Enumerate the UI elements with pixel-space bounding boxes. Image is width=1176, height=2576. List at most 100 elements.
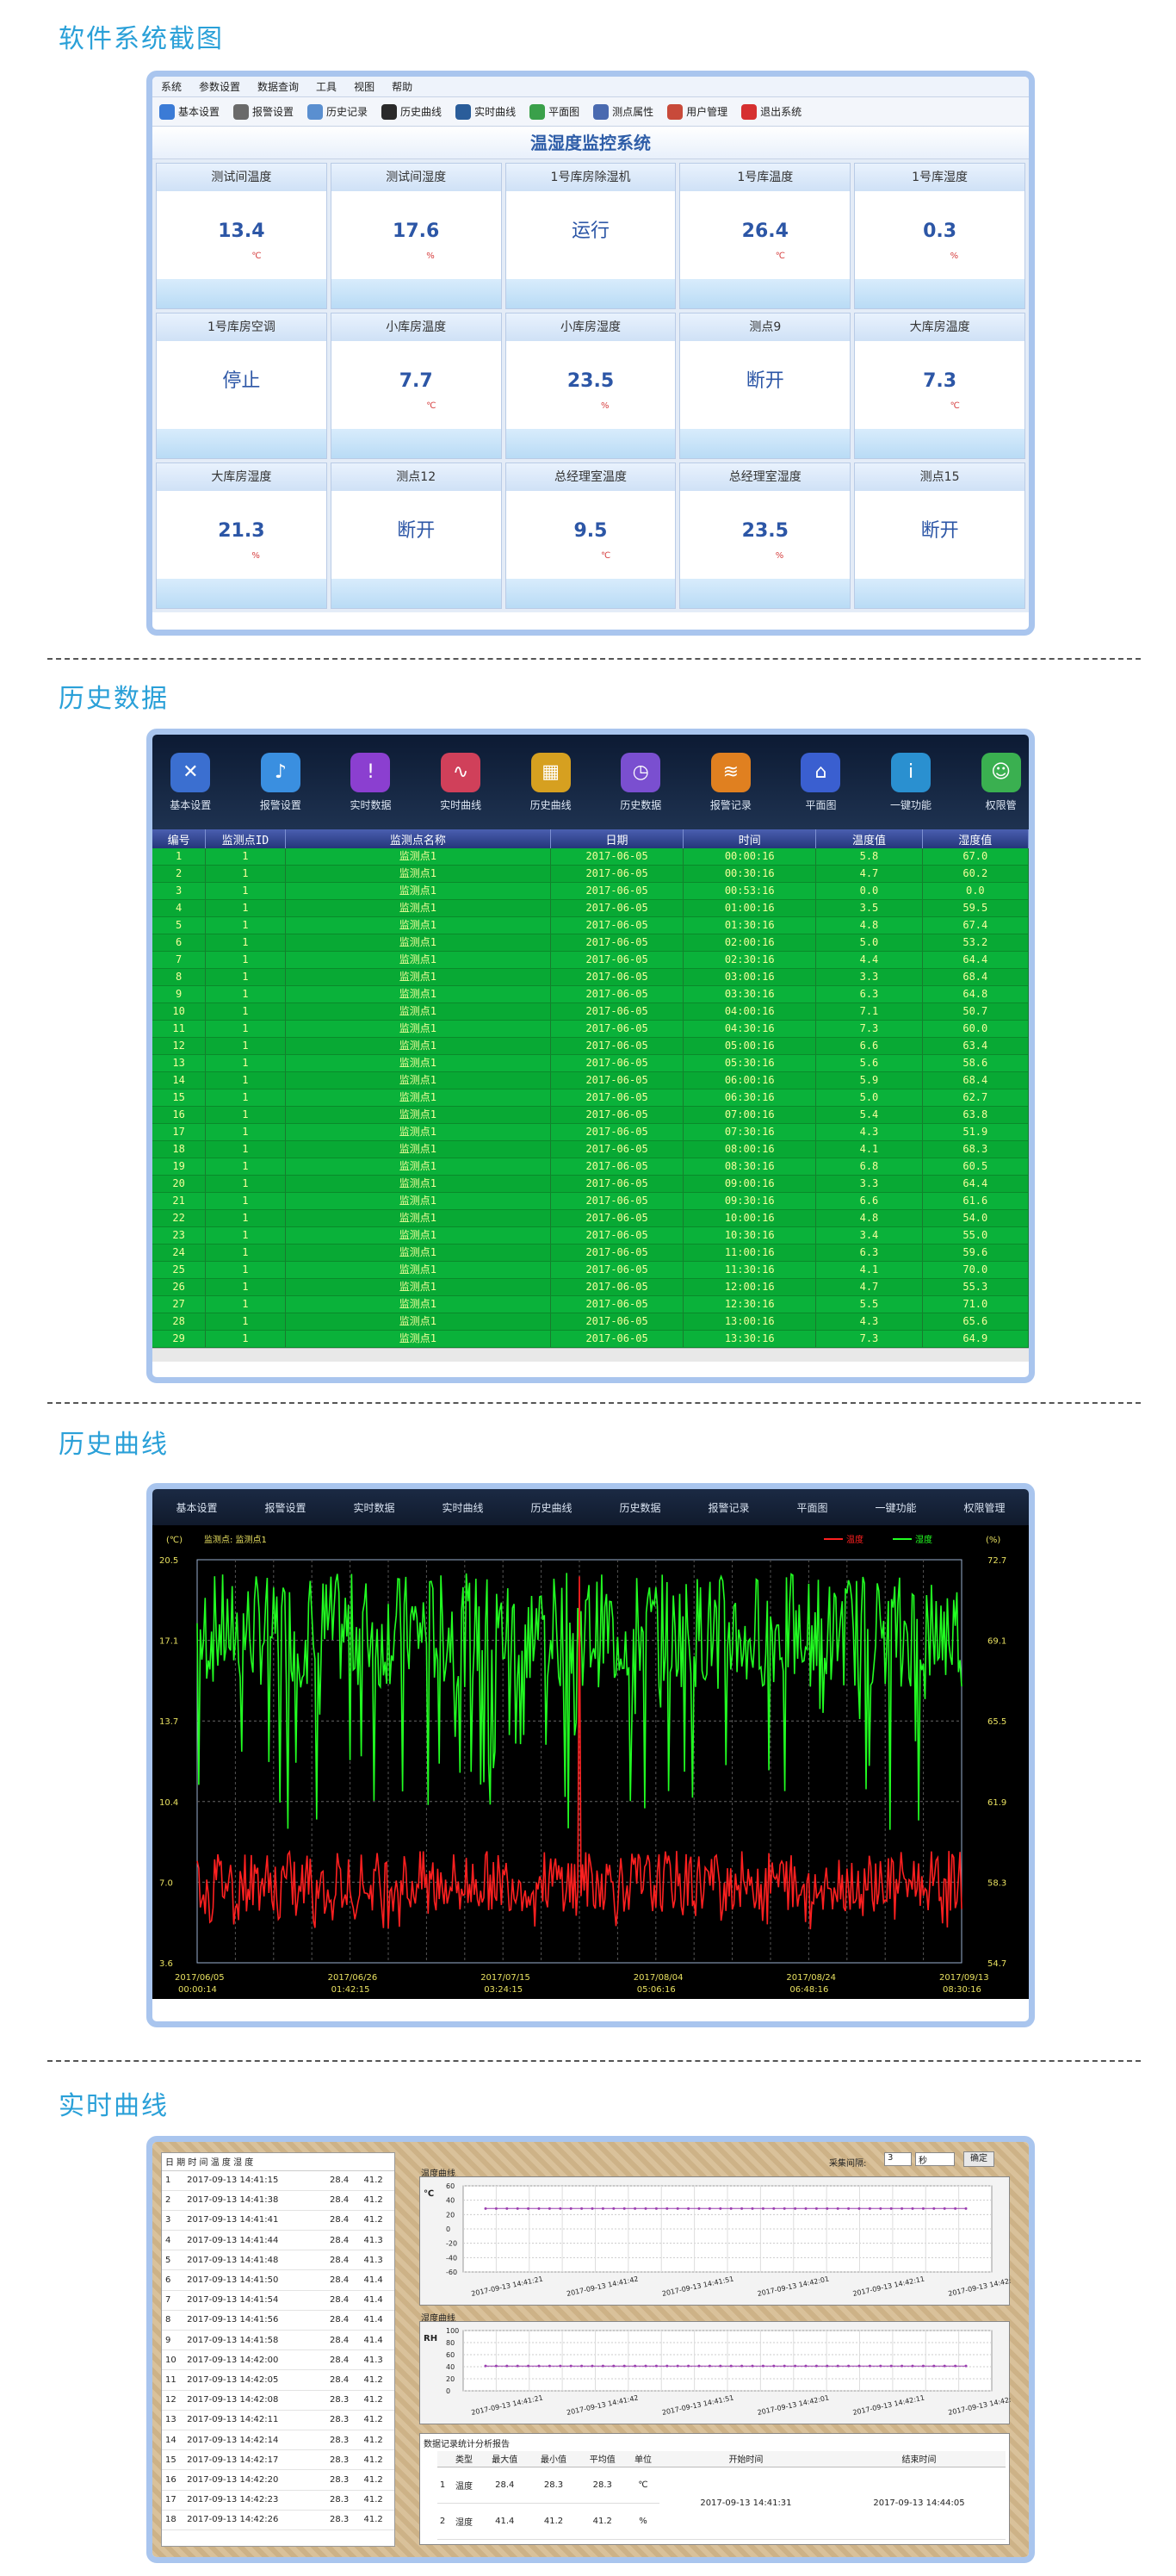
table-row[interactable]: 16 1 监测点1 2017-06-05 07:00:16 5.4 63.8 [152,1106,1029,1125]
history-tool-9[interactable]: ☺ 权限管 [973,752,1029,812]
sensor-card[interactable]: 1号库房除湿机 运行 [504,163,677,309]
column-header[interactable]: 监测点名称 [285,829,551,848]
sensor-card[interactable]: 测点12 断开 [330,462,502,609]
sensor-card[interactable]: 小库房湿度 23.5% [504,313,677,459]
table-row[interactable]: 22 1 监测点1 2017-06-05 10:00:16 4.8 54.0 [152,1209,1029,1228]
list-item[interactable]: 13 2017-09-13 14:42:11 28.3 41.2 [162,2410,394,2430]
table-row[interactable]: 18 1 监测点1 2017-06-05 08:00:16 4.1 68.3 [152,1140,1029,1159]
toolbar-button-0[interactable]: 基本设置 [159,103,220,120]
table-row[interactable]: 7 1 监测点1 2017-06-05 02:30:16 4.4 64.4 [152,951,1029,970]
list-item[interactable]: 1 2017-09-13 14:41:15 28.4 41.2 [162,2170,394,2191]
history-tool-5[interactable]: ◷ 历史数据 [613,752,669,812]
curve-nav-item-9[interactable]: 权限管理 [963,1501,1006,1514]
history-tool-8[interactable]: i 一键功能 [883,752,939,812]
list-item[interactable]: 6 2017-09-13 14:41:50 28.4 41.4 [162,2269,394,2291]
curve-nav-item-1[interactable]: 报警设置 [264,1501,306,1514]
interval-unit-select[interactable]: 秒 [915,2152,955,2166]
column-header[interactable]: 监测点ID [205,829,286,848]
interval-input[interactable]: 3 [884,2152,912,2166]
table-row[interactable]: 27 1 监测点1 2017-06-05 12:30:16 5.5 71.0 [152,1295,1029,1314]
toolbar-button-3[interactable]: 历史曲线 [381,103,442,120]
history-tool-0[interactable]: ✕ 基本设置 [163,752,219,812]
sensor-card[interactable]: 大库房温度 7.3 ℃ [854,313,1025,459]
sensor-card[interactable]: 1号库湿度 0.3% [854,163,1025,309]
menu-item-2[interactable]: 数据查询 [257,81,300,93]
list-item[interactable]: 7 2017-09-13 14:41:54 28.4 41.4 [162,2290,394,2311]
curve-nav-item-6[interactable]: 报警记录 [708,1501,750,1514]
table-row[interactable]: 11 1 监测点1 2017-06-05 04:30:16 7.3 60.0 [152,1020,1029,1039]
list-item[interactable]: 9 2017-09-13 14:41:58 28.4 41.4 [162,2330,394,2351]
table-row[interactable]: 3 1 监测点1 2017-06-05 00:53:16 0.0 0.0 [152,882,1029,901]
table-row[interactable]: 19 1 监测点1 2017-06-05 08:30:16 6.8 60.5 [152,1158,1029,1176]
menu-item-1[interactable]: 参数设置 [199,81,241,93]
toolbar-button-6[interactable]: 测点属性 [593,103,653,120]
history-tool-2[interactable]: ! 实时数据 [343,752,399,812]
curve-nav-item-7[interactable]: 平面图 [796,1501,828,1514]
menu-item-5[interactable]: 帮助 [392,81,413,93]
toolbar-button-2[interactable]: 历史记录 [307,103,368,120]
table-row[interactable]: 24 1 监测点1 2017-06-05 11:00:16 6.3 59.6 [152,1244,1029,1263]
list-item[interactable]: 12 2017-09-13 14:42:08 28.3 41.2 [162,2390,394,2411]
table-row[interactable]: 21 1 监测点1 2017-06-05 09:30:16 6.6 61.6 [152,1192,1029,1211]
curve-nav-item-4[interactable]: 历史曲线 [530,1501,573,1514]
list-item[interactable]: 11 2017-09-13 14:42:05 28.4 41.2 [162,2369,394,2391]
list-item[interactable]: 16 2017-09-13 14:42:20 28.3 41.2 [162,2469,394,2491]
table-row[interactable]: 28 1 监测点1 2017-06-05 13:00:16 4.3 65.6 [152,1313,1029,1331]
sensor-card[interactable]: 小库房温度 7.7 ℃ [330,313,502,459]
history-tool-7[interactable]: ⌂ 平面图 [793,752,849,812]
list-item[interactable]: 4 2017-09-13 14:41:44 28.4 41.3 [162,2230,394,2251]
curve-nav-item-5[interactable]: 历史数据 [619,1501,661,1514]
curve-nav-item-3[interactable]: 实时曲线 [442,1501,484,1514]
column-header[interactable]: 温度值 [815,829,923,848]
column-header[interactable]: 日期 [550,829,684,848]
table-row[interactable]: 15 1 监测点1 2017-06-05 06:30:16 5.0 62.7 [152,1089,1029,1108]
toolbar-button-5[interactable]: 平面图 [529,103,579,120]
list-item[interactable]: 8 2017-09-13 14:41:56 28.4 41.4 [162,2310,394,2331]
toolbar-button-4[interactable]: 实时曲线 [455,103,516,120]
list-item[interactable]: 5 2017-09-13 14:41:48 28.4 41.3 [162,2250,394,2271]
column-header[interactable]: 时间 [683,829,817,848]
table-row[interactable]: 23 1 监测点1 2017-06-05 10:30:16 3.4 55.0 [152,1226,1029,1245]
list-item[interactable]: 14 2017-09-13 14:42:14 28.3 41.2 [162,2430,394,2451]
sensor-card[interactable]: 总经理室湿度 23.5% [679,462,851,609]
table-row[interactable]: 6 1 监测点1 2017-06-05 02:00:16 5.0 53.2 [152,934,1029,953]
history-tool-4[interactable]: ▦ 历史曲线 [523,752,579,812]
sensor-card[interactable]: 总经理室温度 9.5 ℃ [504,462,677,609]
menu-item-4[interactable]: 视图 [354,81,375,93]
table-row[interactable]: 20 1 监测点1 2017-06-05 09:00:16 3.3 64.4 [152,1175,1029,1194]
list-item[interactable]: 2 2017-09-13 14:41:38 28.4 41.2 [162,2190,394,2211]
table-row[interactable]: 2 1 监测点1 2017-06-05 00:30:16 4.7 60.2 [152,865,1029,884]
sensor-card[interactable]: 1号库温度 26.4 ℃ [679,163,851,309]
list-item[interactable]: 3 2017-09-13 14:41:41 28.4 41.2 [162,2210,394,2231]
table-row[interactable]: 13 1 监测点1 2017-06-05 05:30:16 5.6 58.6 [152,1054,1029,1073]
curve-nav-item-0[interactable]: 基本设置 [176,1501,218,1514]
history-tool-3[interactable]: ∿ 实时曲线 [433,752,489,812]
sensor-card[interactable]: 大库房湿度 21.3% [156,462,327,609]
table-row[interactable]: 12 1 监测点1 2017-06-05 05:00:16 6.6 63.4 [152,1037,1029,1056]
table-row[interactable]: 25 1 监测点1 2017-06-05 11:30:16 4.1 70.0 [152,1261,1029,1280]
table-row[interactable]: 17 1 监测点1 2017-06-05 07:30:16 4.3 51.9 [152,1123,1029,1142]
table-row[interactable]: 5 1 监测点1 2017-06-05 01:30:16 4.8 67.4 [152,916,1029,935]
curve-nav-item-8[interactable]: 一键功能 [875,1501,917,1514]
sensor-card[interactable]: 测点15 断开 [854,462,1025,609]
column-header[interactable]: 湿度值 [922,829,1029,848]
history-tool-6[interactable]: ≋ 报警记录 [703,752,759,812]
history-tool-1[interactable]: ♪ 报警设置 [253,752,309,812]
list-item[interactable]: 15 2017-09-13 14:42:17 28.3 41.2 [162,2449,394,2471]
menu-item-3[interactable]: 工具 [316,81,337,93]
table-row[interactable]: 4 1 监测点1 2017-06-05 01:00:16 3.5 59.5 [152,899,1029,918]
table-row[interactable]: 26 1 监测点1 2017-06-05 12:00:16 4.7 55.3 [152,1278,1029,1297]
table-row[interactable]: 8 1 监测点1 2017-06-05 03:00:16 3.3 68.4 [152,968,1029,987]
toolbar-button-7[interactable]: 用户管理 [667,103,727,120]
horizontal-scrollbar[interactable] [152,1348,1029,1362]
table-row[interactable]: 14 1 监测点1 2017-06-05 06:00:16 5.9 68.4 [152,1071,1029,1090]
table-row[interactable]: 29 1 监测点1 2017-06-05 13:30:16 7.3 64.9 [152,1330,1029,1349]
confirm-button[interactable]: 确定 [963,2151,994,2167]
list-item[interactable]: 10 2017-09-13 14:42:00 28.4 41.3 [162,2349,394,2371]
menu-item-0[interactable]: 系统 [161,81,183,93]
sensor-card[interactable]: 测试间温度 13.4 ℃ [156,163,327,309]
sensor-card[interactable]: 测试间湿度 17.6% [330,163,502,309]
toolbar-button-8[interactable]: 退出系统 [741,103,802,120]
list-item[interactable]: 18 2017-09-13 14:42:26 28.3 41.2 [162,2510,394,2530]
column-header[interactable]: 编号 [152,829,207,848]
